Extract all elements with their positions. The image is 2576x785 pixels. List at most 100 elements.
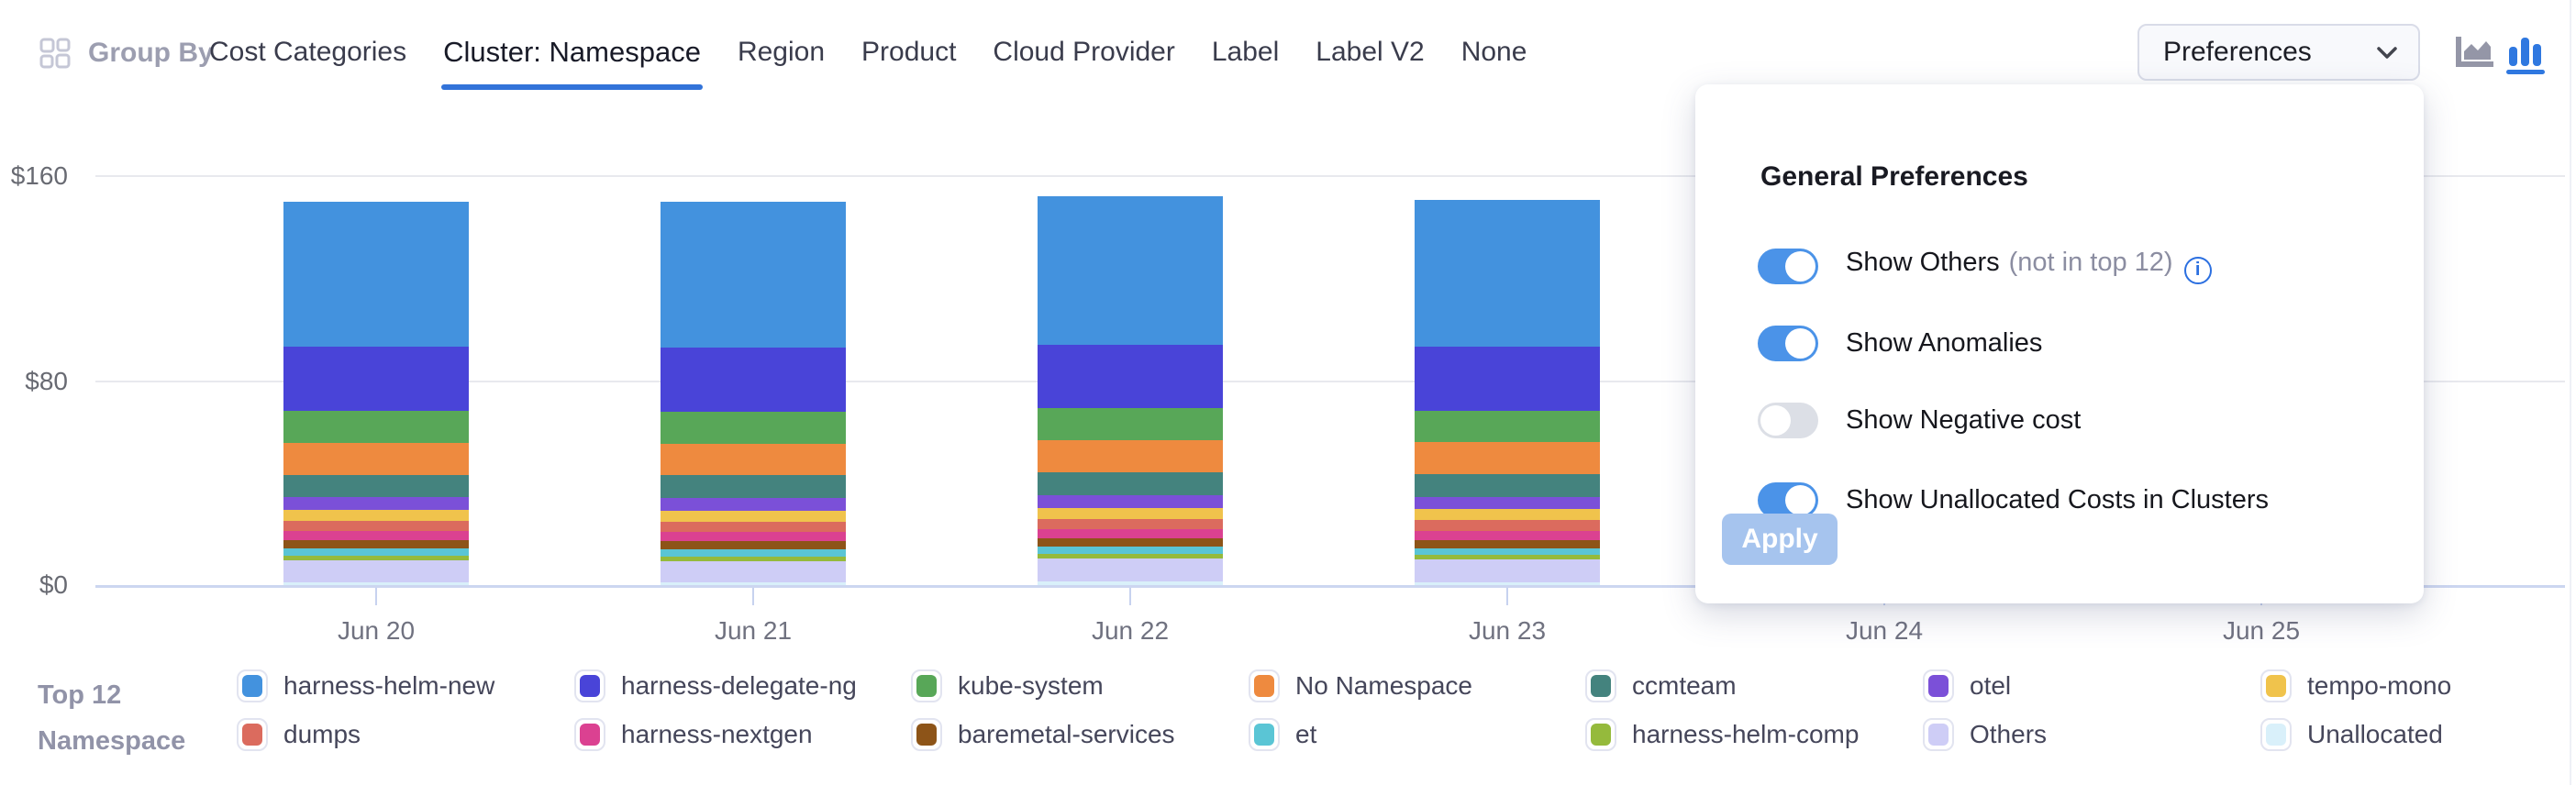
tab-cloud-provider[interactable]: Cloud Provider — [993, 37, 1175, 67]
bar-segment-ccmteam[interactable] — [661, 475, 846, 499]
bar-segment-otel[interactable] — [1038, 495, 1223, 508]
bar-segment-harness-nextgen[interactable] — [661, 531, 846, 541]
bar-segment-tempo-mono[interactable] — [283, 510, 469, 521]
x-axis-label: Jun 21 — [714, 616, 793, 645]
legend-swatch-color — [1254, 724, 1274, 746]
bar-segment-dumps[interactable] — [1415, 520, 1600, 531]
bar-segment-harness-helm-comp[interactable] — [1038, 553, 1223, 559]
bar-chart-selected-underline — [2506, 70, 2545, 74]
bar-segment-et[interactable] — [1038, 547, 1223, 554]
legend-swatch — [2260, 669, 2292, 702]
bar-segment-harness-helm-new[interactable] — [1415, 200, 1600, 347]
bar-segment-et[interactable] — [283, 548, 469, 556]
bar-segment-harness-nextgen[interactable] — [283, 531, 469, 541]
legend-swatch-color — [916, 724, 937, 746]
bar-segment-otel[interactable] — [1415, 496, 1600, 510]
bar-segment-harness-delegate-ng[interactable] — [283, 347, 469, 412]
bar-segment-others[interactable] — [661, 560, 846, 583]
toggle-switch-off[interactable] — [1758, 402, 1818, 438]
bar-segment-baremetal-services[interactable] — [283, 540, 469, 549]
tab-region[interactable]: Region — [737, 37, 826, 67]
bar-segment-kube-system[interactable] — [1415, 410, 1600, 443]
info-icon[interactable]: i — [2183, 256, 2212, 284]
tab-cost-categories[interactable]: Cost Categories — [209, 37, 407, 67]
bar-segment-harness-helm-comp[interactable] — [283, 555, 469, 560]
bar-segment-unallocated[interactable] — [661, 582, 846, 585]
legend-column: tempo-mono Unallocated — [2260, 668, 2451, 753]
bar-segment-harness-delegate-ng[interactable] — [661, 348, 846, 412]
toggle-label: Show Unallocated Costs in Clusters — [1846, 484, 2269, 514]
bar-jun-21[interactable] — [661, 202, 846, 585]
legend-swatch — [1923, 718, 1954, 751]
bar-segment-ccmteam[interactable] — [1415, 474, 1600, 497]
bar-segment-dumps[interactable] — [1038, 518, 1223, 529]
legend-swatch-color — [1928, 724, 1949, 746]
tab-label[interactable]: Label — [1211, 37, 1280, 67]
tab-product[interactable]: Product — [861, 37, 957, 67]
bar-segment-dumps[interactable] — [661, 521, 846, 532]
bar-segment-baremetal-services[interactable] — [661, 541, 846, 550]
bar-segment-no-namespace[interactable] — [661, 443, 846, 476]
bar-segment-kube-system[interactable] — [283, 411, 469, 443]
bar-jun-20[interactable] — [283, 201, 469, 585]
bar-segment-unallocated[interactable] — [1415, 581, 1600, 585]
bar-segment-others[interactable] — [1415, 559, 1600, 582]
bar-segment-harness-helm-new[interactable] — [661, 202, 846, 348]
preferences-dropdown[interactable]: Preferences — [2137, 24, 2420, 81]
bar-segment-harness-helm-comp[interactable] — [661, 556, 846, 561]
bar-segment-others[interactable] — [283, 559, 469, 582]
bar-segment-harness-delegate-ng[interactable] — [1038, 344, 1223, 409]
bar-segment-et[interactable] — [1415, 547, 1600, 556]
legend-label: No Namespace — [1295, 671, 1472, 700]
bar-segment-harness-nextgen[interactable] — [1415, 530, 1600, 540]
bar-segment-baremetal-services[interactable] — [1415, 539, 1600, 548]
bar-segment-harness-helm-comp[interactable] — [1415, 555, 1600, 560]
bar-segment-harness-nextgen[interactable] — [1038, 528, 1223, 539]
bar-segment-harness-helm-new[interactable] — [1038, 196, 1223, 345]
bar-segment-harness-helm-new[interactable] — [283, 201, 469, 348]
legend-swatch — [1585, 669, 1616, 702]
legend-column: harness-helm-new dumps — [237, 668, 494, 753]
bar-segment-tempo-mono[interactable] — [1415, 509, 1600, 521]
toggle-knob — [1785, 250, 1815, 282]
bar-segment-tempo-mono[interactable] — [1038, 507, 1223, 519]
bar-segment-dumps[interactable] — [283, 520, 469, 532]
bar-segment-others[interactable] — [1038, 558, 1223, 582]
bar-segment-ccmteam[interactable] — [283, 474, 469, 498]
bar-segment-kube-system[interactable] — [661, 411, 846, 444]
bar-segment-kube-system[interactable] — [1038, 408, 1223, 441]
toggle-switch-on[interactable] — [1758, 248, 1818, 284]
tab-label-v2[interactable]: Label V2 — [1316, 37, 1425, 67]
legend-swatch-color — [2266, 675, 2286, 697]
bar-jun-23[interactable] — [1415, 200, 1600, 585]
bar-segment-unallocated[interactable] — [1038, 581, 1223, 585]
bar-segment-no-namespace[interactable] — [1415, 442, 1600, 474]
x-axis-label: Jun 20 — [337, 616, 416, 645]
toggle-knob — [1760, 404, 1791, 436]
bar-segment-otel[interactable] — [283, 497, 469, 511]
bar-segment-ccmteam[interactable] — [1038, 472, 1223, 496]
tab-none[interactable]: None — [1460, 37, 1527, 67]
bar-segment-otel[interactable] — [661, 498, 846, 511]
bar-segment-baremetal-services[interactable] — [1038, 538, 1223, 547]
toggle-row-show-others: Show Others (not in top 12) i — [1758, 248, 2212, 284]
bar-chart-icon[interactable] — [2506, 37, 2545, 74]
bar-segment-no-namespace[interactable] — [283, 442, 469, 475]
bar-segment-harness-delegate-ng[interactable] — [1415, 346, 1600, 411]
legend-swatch-color — [1591, 724, 1611, 746]
bar-segment-unallocated[interactable] — [283, 581, 469, 585]
legend-swatch-color — [1591, 675, 1611, 697]
apply-button[interactable]: Apply — [1722, 514, 1838, 565]
legend-swatch-color — [580, 675, 600, 697]
bar-segment-tempo-mono[interactable] — [661, 510, 846, 522]
area-chart-icon[interactable] — [2453, 37, 2493, 70]
legend-swatch — [911, 718, 942, 751]
bar-segment-no-namespace[interactable] — [1038, 440, 1223, 473]
tab-cluster-namespace[interactable]: Cluster: Namespace — [441, 36, 703, 90]
bar-jun-22[interactable] — [1038, 196, 1223, 585]
toggle-switch-on[interactable] — [1758, 481, 1818, 518]
legend-item-kube-system: kube-system — [911, 668, 1175, 704]
toggle-switch-on[interactable] — [1758, 325, 1818, 361]
bar-segment-et[interactable] — [661, 549, 846, 557]
legend-swatch — [1585, 718, 1616, 751]
